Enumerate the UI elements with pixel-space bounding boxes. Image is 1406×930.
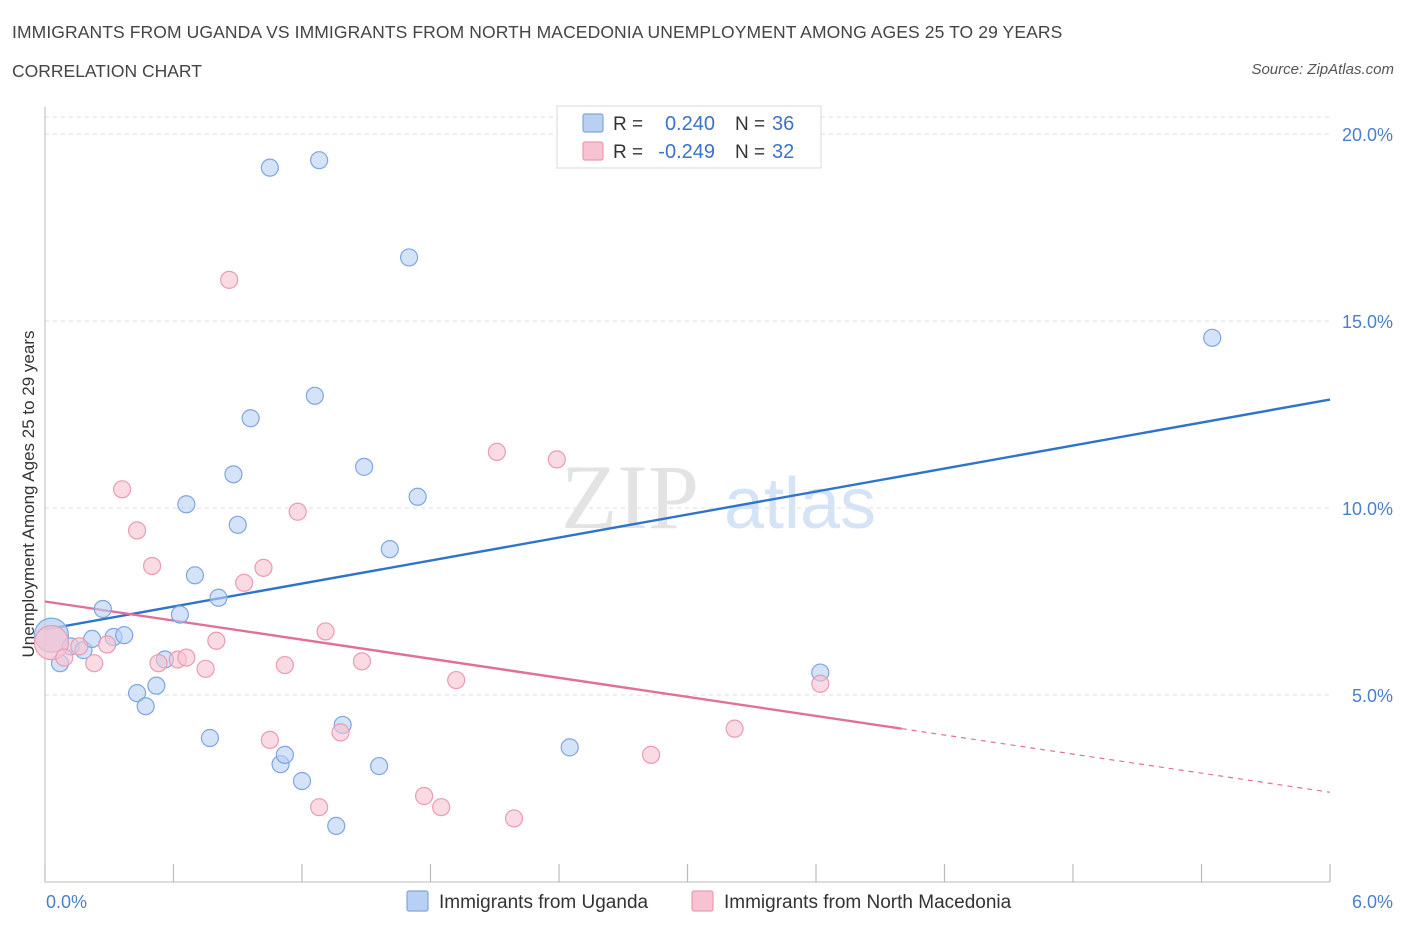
- legend-n-label-macedonia: N =: [735, 142, 765, 163]
- data-point-uganda: [115, 626, 134, 645]
- data-point-macedonia: [196, 659, 215, 678]
- data-point-macedonia: [414, 786, 434, 806]
- trend-line-extension-macedonia: [901, 728, 1331, 793]
- data-point-macedonia: [504, 809, 524, 828]
- data-point-macedonia: [352, 652, 372, 671]
- data-point-macedonia: [127, 521, 147, 540]
- data-point-macedonia: [310, 798, 329, 817]
- data-point-macedonia: [811, 674, 830, 693]
- data-point-macedonia: [142, 556, 162, 576]
- series-legend: Immigrants from Uganda Immigrants from N…: [406, 890, 1012, 913]
- axes: 5.0% 10.0% 15.0% 20.0%: [44, 107, 1393, 883]
- data-point-uganda: [185, 566, 205, 585]
- data-point-uganda: [147, 676, 166, 695]
- legend-r-label-uganda: R =: [613, 114, 643, 135]
- legend-n-value-uganda: 36: [772, 113, 794, 135]
- data-point-macedonia: [207, 631, 226, 650]
- chart-title: IMMIGRANTS FROM UGANDA VS IMMIGRANTS FRO…: [12, 22, 1063, 42]
- data-point-macedonia: [275, 655, 294, 675]
- data-point-uganda: [241, 409, 260, 428]
- y-tick-label: 5.0%: [1352, 686, 1393, 706]
- data-point-uganda: [93, 599, 112, 619]
- data-point-macedonia: [177, 648, 196, 667]
- legend-n-label-uganda: N =: [735, 114, 765, 135]
- data-point-macedonia: [547, 450, 566, 469]
- data-point-macedonia: [98, 635, 117, 654]
- data-point-uganda: [1203, 328, 1222, 347]
- data-point-macedonia: [112, 480, 132, 499]
- data-point-uganda: [305, 386, 324, 405]
- data-point-macedonia: [149, 654, 168, 673]
- y-tick-label: 15.0%: [1342, 312, 1393, 332]
- data-point-macedonia: [220, 270, 239, 289]
- trend-line-uganda: [44, 398, 1331, 631]
- source-label: Source: ZipAtlas.com: [1251, 61, 1394, 78]
- data-point-uganda: [136, 697, 155, 716]
- data-point-uganda: [170, 605, 190, 624]
- data-point-uganda: [327, 816, 346, 836]
- watermark-zip: ZIP: [561, 446, 699, 548]
- data-point-uganda: [127, 684, 147, 703]
- legend-r-value-uganda: 0.240: [665, 113, 715, 135]
- legend-swatch-macedonia: [582, 141, 604, 161]
- x-tick-label-max: 6.0%: [1352, 892, 1393, 912]
- data-point-uganda: [224, 465, 243, 484]
- data-point-macedonia: [235, 573, 254, 592]
- series-legend-label-macedonia: Immigrants from North Macedonia: [724, 892, 1012, 913]
- data-point-macedonia: [260, 730, 279, 749]
- data-point-macedonia: [55, 648, 74, 667]
- data-point-uganda: [275, 745, 294, 764]
- data-point-macedonia: [641, 745, 661, 764]
- legend-swatch-uganda: [582, 113, 604, 133]
- data-point-uganda: [370, 756, 389, 776]
- y-tick-label: 10.0%: [1342, 499, 1393, 519]
- data-point-uganda: [380, 540, 399, 559]
- data-point-macedonia: [254, 558, 273, 577]
- trend-line-macedonia: [44, 600, 902, 730]
- y-tick-label: 20.0%: [1342, 125, 1393, 145]
- data-point-uganda: [310, 151, 329, 170]
- legend-r-label-macedonia: R =: [613, 142, 643, 163]
- data-point-uganda: [355, 457, 374, 476]
- data-point-macedonia: [432, 798, 451, 817]
- data-point-macedonia: [447, 670, 466, 690]
- data-point-uganda: [228, 515, 247, 534]
- grid-lines: [45, 116, 1330, 696]
- chart-subtitle: CORRELATION CHART: [12, 61, 202, 81]
- stats-legend: R = 0.240 N = 36 R = -0.249 N = 32: [556, 105, 822, 169]
- data-point-uganda: [292, 771, 312, 791]
- data-point-macedonia: [725, 719, 744, 738]
- data-point-macedonia: [316, 622, 335, 641]
- data-point-macedonia: [70, 637, 89, 656]
- data-point-uganda: [399, 248, 419, 267]
- data-point-uganda: [408, 487, 427, 506]
- data-point-uganda: [200, 728, 220, 748]
- data-point-uganda: [209, 588, 228, 607]
- data-point-macedonia: [331, 723, 350, 742]
- trend-lines: [44, 398, 1331, 793]
- data-points: [33, 151, 1222, 836]
- series-legend-label-uganda: Immigrants from Uganda: [439, 892, 649, 913]
- data-point-macedonia: [487, 442, 506, 461]
- watermark: ZIP atlas: [561, 446, 876, 548]
- data-point-macedonia: [288, 502, 307, 521]
- y-axis-title: Unemployment Among Ages 25 to 29 years: [19, 331, 38, 658]
- legend-r-value-macedonia: -0.249: [658, 141, 715, 163]
- series-legend-swatch-uganda: [406, 890, 429, 912]
- series-legend-swatch-macedonia: [691, 890, 714, 912]
- data-point-uganda: [177, 495, 196, 514]
- data-point-uganda: [560, 738, 579, 757]
- x-tick-label-min: 0.0%: [46, 892, 87, 912]
- data-point-uganda: [260, 158, 279, 177]
- data-point-macedonia: [85, 654, 104, 673]
- legend-n-value-macedonia: 32: [772, 141, 794, 163]
